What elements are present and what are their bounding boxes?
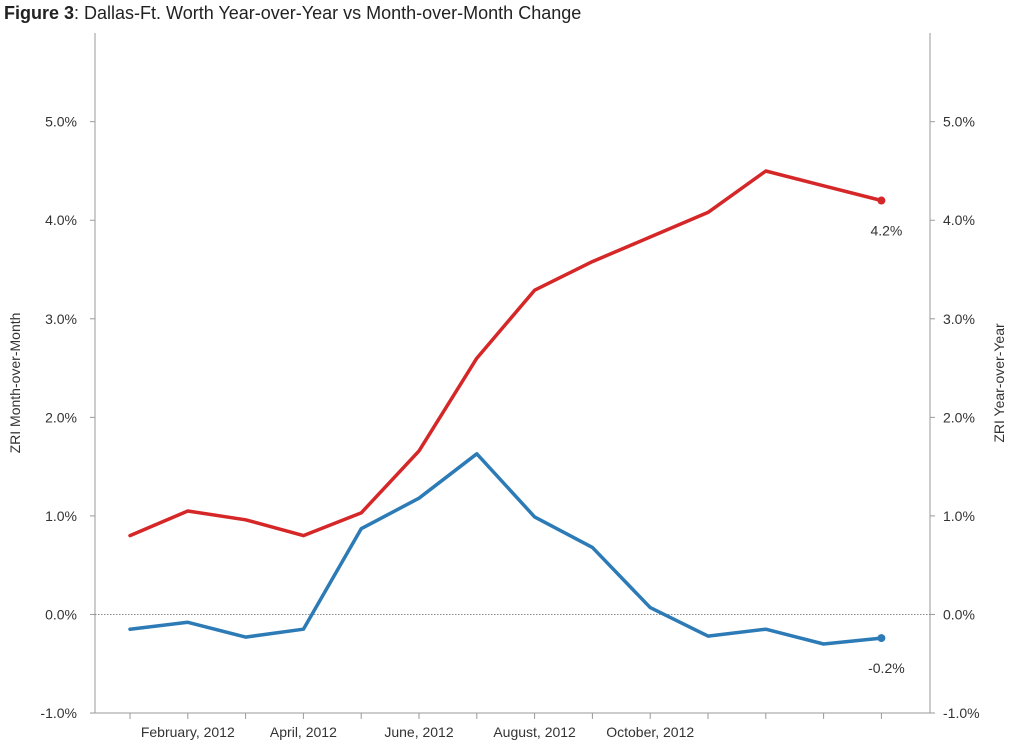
y-right-tick-label: 1.0% <box>943 508 975 524</box>
x-tick-label: October, 2012 <box>606 724 694 740</box>
y-right-tick-label: -1.0% <box>943 705 980 721</box>
x-tick-label: June, 2012 <box>384 724 453 740</box>
x-tick-label: August, 2012 <box>493 724 576 740</box>
chart-title-prefix: Figure 3 <box>4 3 75 23</box>
y-right-axis-title: ZRI Year-over-Year <box>991 323 1007 443</box>
y-left-tick-label: -1.0% <box>40 705 77 721</box>
y-right-tick-label: 4.0% <box>943 212 975 228</box>
mom-end-marker <box>877 634 886 643</box>
y-left-tick-label: 1.0% <box>45 508 77 524</box>
y-left-axis-title: ZRI Month-over-Month <box>7 313 23 454</box>
yoy-end-marker <box>877 196 886 205</box>
x-tick-label: April, 2012 <box>270 724 337 740</box>
y-right-tick-label: 5.0% <box>943 114 975 130</box>
y-left-tick-label: 0.0% <box>45 606 77 622</box>
yoy-end-label: 4.2% <box>870 223 902 239</box>
mom-end-label: -0.2% <box>868 660 905 676</box>
yoy-series-line <box>128 169 884 538</box>
y-right-tick-label: 2.0% <box>943 409 975 425</box>
y-left-tick-label: 4.0% <box>45 212 77 228</box>
x-tick-label: February, 2012 <box>141 724 235 740</box>
chart-title: Figure 3: Dallas-Ft. Worth Year-over-Yea… <box>4 3 581 24</box>
y-left-tick-label: 2.0% <box>45 409 77 425</box>
chart-title-text: : Dallas-Ft. Worth Year-over-Year vs Mon… <box>74 3 582 23</box>
y-right-tick-label: 0.0% <box>943 606 975 622</box>
y-left-tick-label: 3.0% <box>45 311 77 327</box>
y-right-tick-label: 3.0% <box>943 311 975 327</box>
mom-series-line <box>128 452 884 646</box>
y-left-tick-label: 5.0% <box>45 114 77 130</box>
